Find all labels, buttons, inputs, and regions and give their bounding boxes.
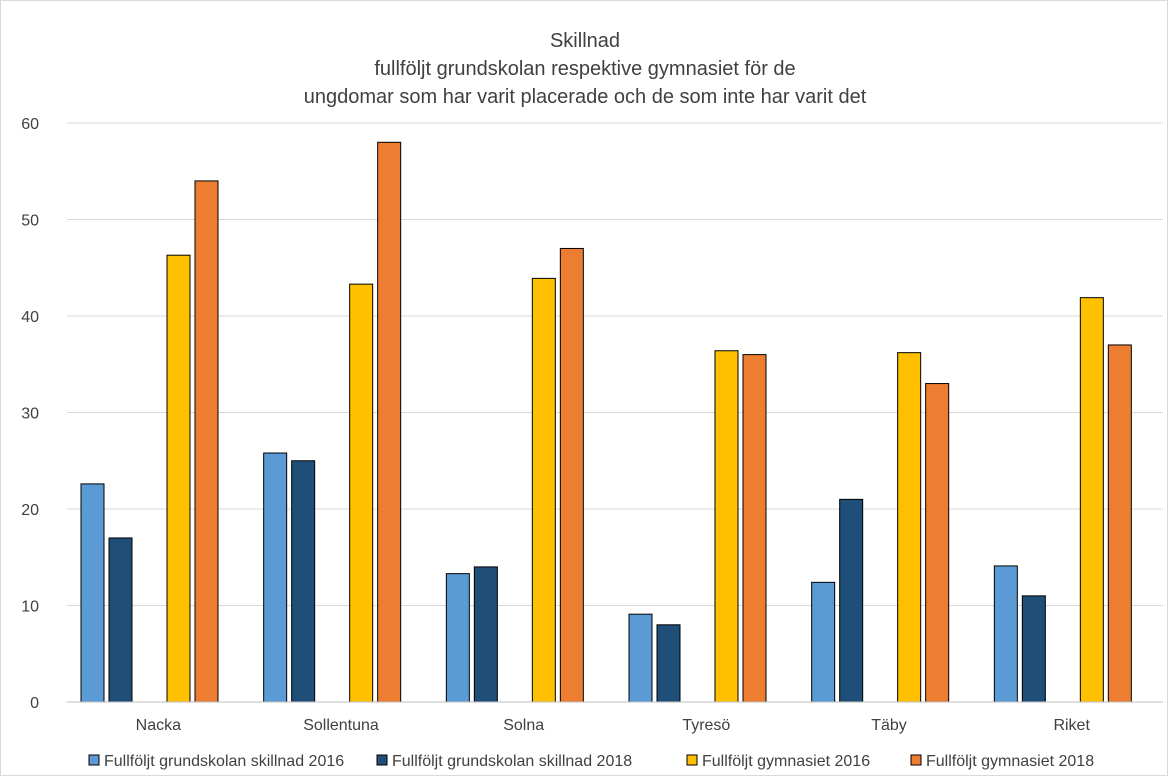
bar-solna-series-1 [445,573,470,703]
bar-tyresö-series-3 [714,350,739,703]
bar-riket-series-4 [1107,344,1132,703]
x-tick-label: Nacka [136,717,181,734]
legend: Fullföljt grundskolan skillnad 2016 Fullf… [88,753,1094,770]
y-tick-label: 50 [21,213,39,230]
bar-riket-series-1 [993,565,1018,703]
chart-title-line-2: fullföljt grundskolan respektive gymnasi… [374,58,795,80]
legend-swatch [910,754,922,766]
bar-nacka-series-4 [194,180,219,703]
y-axis-tick-labels: 0 10 20 30 40 50 60 [21,116,39,712]
bar-täby-series-1 [811,581,836,703]
bar-riket-series-2 [1021,595,1046,703]
y-tick-label: 0 [30,695,39,712]
bar-tyresö-series-1 [628,613,653,703]
bar-solna-series-2 [473,566,498,703]
bar-täby-series-2 [839,498,864,703]
chart-title-line-3: ungdomar som har varit placerade och de … [304,86,867,108]
chart-title: Skillnad fullföljt grundskolan respektiv… [304,30,867,108]
bar-täby-series-3 [897,352,922,703]
chart-title-line-1: Skillnad [550,30,620,52]
bar-nacka-series-2 [108,537,133,703]
x-tick-label: Täby [871,717,907,734]
bar-nacka-series-3 [166,254,191,703]
legend-swatch [376,754,388,766]
bar-nacka-series-1 [80,483,105,703]
legend-swatch [686,754,698,766]
bars [80,141,1132,703]
x-tick-label: Sollentuna [303,717,379,734]
y-tick-label: 30 [21,406,39,423]
bar-sollentuna-series-2 [291,460,316,703]
bar-sollentuna-series-1 [263,452,288,703]
legend-label: Fullföljt grundskolan skillnad 2018 [392,753,632,770]
bar-solna-series-3 [531,277,556,703]
legend-label: Fullföljt gymnasiet 2018 [926,753,1094,770]
bar-sollentuna-series-4 [377,141,402,703]
bar-riket-series-3 [1079,297,1104,703]
bar-tyresö-series-2 [656,624,681,703]
y-tick-label: 40 [21,309,39,326]
x-axis-category-labels: Nacka Sollentuna Solna Tyresö Täby Riket [136,717,1091,734]
bar-sollentuna-series-3 [349,283,374,703]
legend-label: Fullföljt grundskolan skillnad 2016 [104,753,344,770]
legend-swatch [88,754,100,766]
bar-täby-series-4 [925,383,950,703]
bar-solna-series-4 [559,247,584,703]
y-tick-label: 10 [21,599,39,616]
bar-tyresö-series-4 [742,354,767,703]
x-tick-label: Riket [1053,717,1090,734]
gridlines [67,122,1163,606]
x-tick-label: Solna [503,717,544,734]
x-tick-label: Tyresö [682,717,730,734]
legend-label: Fullföljt gymnasiet 2016 [702,753,870,770]
y-tick-label: 20 [21,502,39,519]
y-tick-label: 60 [21,116,39,133]
